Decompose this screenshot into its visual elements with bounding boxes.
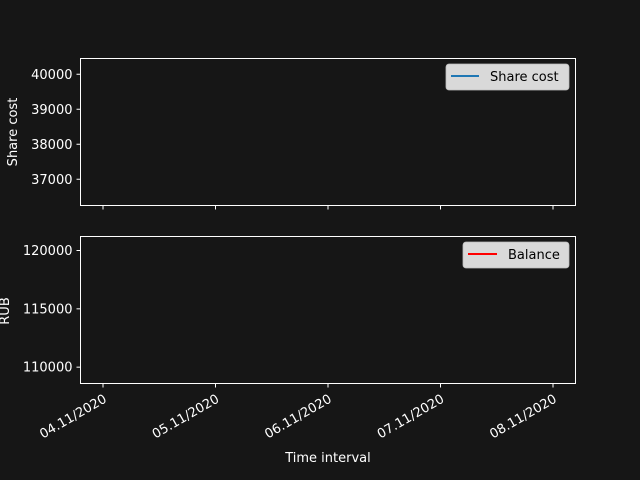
- balance-ytick-label: 110000: [23, 361, 73, 376]
- balance-legend-box: [462, 241, 570, 269]
- share-cost-legend: Share cost: [445, 63, 570, 91]
- share-cost-legend-box: [445, 63, 570, 91]
- share-cost-ylabel: Share cost: [6, 98, 21, 167]
- balance-legend-label: Balance: [508, 248, 560, 263]
- balance-legend: Balance: [462, 241, 570, 269]
- balance-ytick-label: 115000: [23, 302, 73, 317]
- share-cost-ytick-label: 37000: [31, 173, 72, 188]
- balance-ylabel: RUB: [0, 297, 13, 324]
- balance-ytick-label: 120000: [23, 244, 73, 259]
- share-cost-legend-label: Share cost: [490, 70, 559, 85]
- share-cost-ytick-label: 39000: [31, 103, 72, 118]
- share-cost-ticks: 37000 38000 39000 40000: [31, 68, 554, 210]
- share-cost-panel: Share cost 37000 38000 39000 40000 Share co…: [6, 58, 576, 210]
- share-cost-ytick-label: 38000: [31, 138, 72, 153]
- share-cost-ytick-label: 40000: [31, 68, 72, 83]
- balance-xlabel: Time interval: [284, 451, 371, 466]
